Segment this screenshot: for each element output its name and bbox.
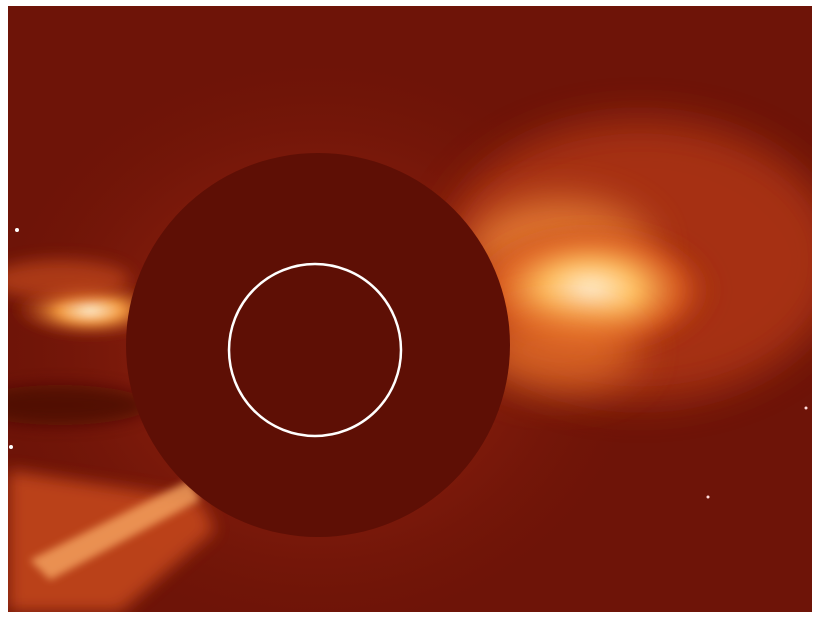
cme-lower <box>480 310 640 390</box>
star <box>9 445 13 449</box>
occulter-disk <box>126 153 510 537</box>
dark-lane <box>8 385 150 425</box>
star <box>804 406 808 410</box>
left-streamer-upper <box>8 260 130 300</box>
image-content <box>8 6 812 612</box>
solar-limb <box>227 262 403 438</box>
star <box>706 495 710 499</box>
lower-left-ray <box>30 480 200 580</box>
star <box>15 228 19 232</box>
